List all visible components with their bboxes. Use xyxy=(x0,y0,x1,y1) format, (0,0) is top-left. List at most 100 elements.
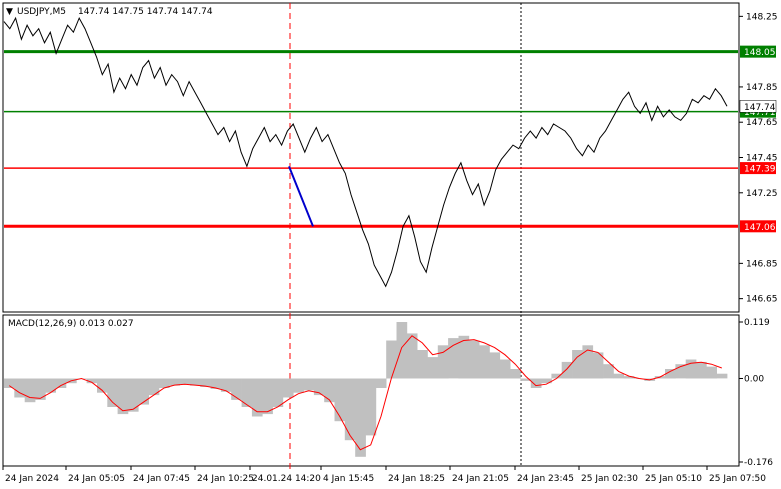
macd-bar xyxy=(406,333,418,379)
time-tick-label: 24 Jan 23:45 xyxy=(517,474,574,484)
macd-bar xyxy=(313,378,325,396)
macd-axis: 0.119 0.00 -0.176 xyxy=(739,318,773,468)
macd-bar xyxy=(375,378,387,388)
time-tick-label: 4 Jan 15:45 xyxy=(323,474,374,484)
price-tick-label: 146.85 xyxy=(746,259,778,269)
macd-bar xyxy=(210,378,222,389)
price-line xyxy=(3,16,728,288)
macd-bar xyxy=(396,322,408,379)
macd-bar xyxy=(716,373,728,379)
macd-bar xyxy=(623,376,635,379)
time-tick-label: 24 Jan 18:25 xyxy=(388,474,445,484)
macd-bar xyxy=(324,378,335,403)
time-tick-label: 24 Jan 05:05 xyxy=(68,474,125,484)
macd-bar xyxy=(148,378,160,396)
macd-bar xyxy=(417,350,428,379)
macd-bar xyxy=(613,373,625,379)
macd-bar xyxy=(551,373,563,379)
symbol-label: USDJPY,M5 xyxy=(17,7,66,17)
level-price-label: 147.71 xyxy=(744,108,776,118)
macd-bar xyxy=(251,378,263,417)
macd-bar xyxy=(4,378,15,388)
macd-bar xyxy=(427,357,439,379)
time-tick-label: 25 Jan 05:10 xyxy=(645,474,702,484)
macd-bar xyxy=(468,340,480,379)
macd-bar xyxy=(706,366,717,379)
price-tick-label: 147.25 xyxy=(746,189,778,199)
macd-bar xyxy=(334,378,346,422)
macd-bar xyxy=(200,378,211,387)
price-tick-label: 148.25 xyxy=(746,12,778,22)
macd-bar xyxy=(696,361,707,379)
price-tick-label: 146.65 xyxy=(746,295,778,305)
macd-bar xyxy=(179,378,191,385)
time-tick-label: 25 Jan 07:50 xyxy=(709,474,766,484)
price-tick-label: 147.65 xyxy=(746,118,778,128)
macd-bar xyxy=(272,378,284,407)
down-move-segment xyxy=(288,165,314,227)
macd-histogram xyxy=(4,322,728,457)
macd-bar xyxy=(582,345,594,379)
ohlc-readout: 147.74 147.75 147.74 147.74 xyxy=(78,7,213,17)
macd-bar xyxy=(448,338,459,379)
macd-bar xyxy=(675,364,687,379)
collapse-arrow-icon[interactable]: ▼ xyxy=(6,7,13,17)
time-tick-label: 25 Jan 02:30 xyxy=(581,474,638,484)
time-tick-label: 24 Jan 10:25 xyxy=(197,474,254,484)
macd-bar xyxy=(231,378,242,400)
price-tick-label: 147.45 xyxy=(746,154,778,164)
macd-tick-label: 0.119 xyxy=(744,318,770,328)
macd-bar xyxy=(365,378,377,436)
macd-bar xyxy=(293,378,304,393)
time-tick-label: 24.01.24 14:20 xyxy=(252,474,321,484)
level-price-label: 147.39 xyxy=(744,165,776,175)
macd-bar xyxy=(665,369,676,379)
macd-bar xyxy=(45,378,56,393)
macd-bar xyxy=(127,378,139,412)
macd-bar xyxy=(189,378,201,386)
macd-bar xyxy=(303,378,315,391)
macd-bar xyxy=(241,378,253,407)
price-levels: 148.05 147.71 147.39 147.06 147.74 xyxy=(4,45,777,233)
macd-bar xyxy=(437,345,449,379)
macd-bar xyxy=(262,378,273,415)
level-price-label: 148.05 xyxy=(744,48,776,58)
macd-bar xyxy=(530,378,542,388)
time-tick-label: 24 Jan 07:45 xyxy=(133,474,190,484)
time-tick-label: 24 Jan 21:05 xyxy=(452,474,509,484)
current-price-tag xyxy=(739,100,777,113)
price-panel-frame xyxy=(2,2,740,313)
macd-bar xyxy=(479,345,490,379)
macd-signal-line xyxy=(8,335,722,451)
macd-bar xyxy=(489,352,501,379)
level-price-tag xyxy=(740,45,776,58)
macd-bar xyxy=(603,364,614,379)
macd-bar xyxy=(344,378,356,441)
price-axis: 148.25 147.85 147.65 147.45 147.25 146.85 146.… xyxy=(739,12,778,305)
macd-bar xyxy=(97,378,108,393)
macd-bar xyxy=(572,350,583,379)
macd-bar xyxy=(499,359,511,379)
price-series-line xyxy=(3,16,728,288)
macd-signal-path xyxy=(8,335,722,451)
macd-bar xyxy=(24,378,36,403)
price-tick-label: 147.85 xyxy=(746,83,778,93)
macd-bar xyxy=(520,378,532,381)
macd-bar xyxy=(35,378,46,400)
current-price-label: 147.74 xyxy=(744,103,776,113)
macd-bar xyxy=(561,361,573,379)
macd-bar xyxy=(138,378,149,405)
macd-tick-label: 0.00 xyxy=(744,374,764,384)
macd-tick-label: -0.176 xyxy=(744,458,773,468)
macd-bar xyxy=(107,378,118,407)
macd-bar xyxy=(458,335,470,379)
level-price-label: 147.06 xyxy=(744,223,776,233)
level-price-tag xyxy=(740,220,776,233)
level-price-tag xyxy=(740,162,776,175)
macd-bar xyxy=(220,378,232,392)
macd-bar xyxy=(117,378,129,415)
macd-bar xyxy=(282,378,294,398)
macd-title: MACD(12,26,9) 0.013 0.027 xyxy=(8,319,134,329)
macd-bar xyxy=(169,378,180,386)
